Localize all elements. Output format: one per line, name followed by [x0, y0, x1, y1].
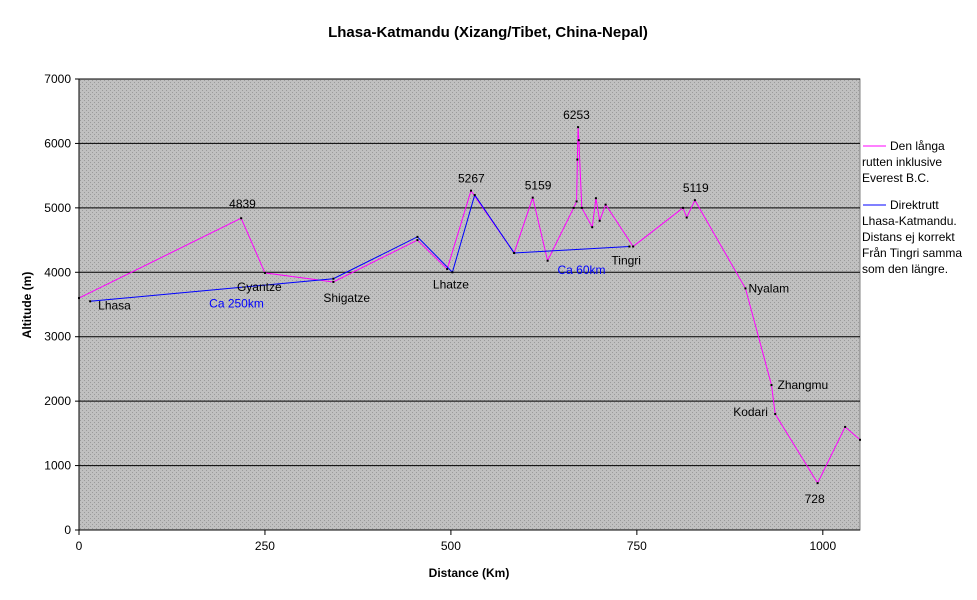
y-tick-label: 6000 — [44, 136, 71, 150]
plot-area — [78, 78, 861, 531]
annotation-label: Zhangmu — [777, 378, 828, 392]
data-point — [744, 287, 747, 290]
data-point — [469, 189, 472, 192]
annotation-label: Ca 250km — [209, 297, 264, 311]
data-point — [577, 126, 580, 129]
data-point — [263, 271, 266, 274]
annotation-label: 6253 — [563, 108, 590, 122]
y-tick-label: 4000 — [44, 265, 71, 279]
gridlines — [79, 78, 860, 467]
legend-label-long-route: Den långa rutten inklusive Everest B.C. — [862, 139, 945, 185]
data-point — [446, 268, 449, 271]
data-point — [577, 139, 580, 142]
data-point — [594, 197, 597, 200]
data-point — [451, 271, 454, 274]
annotation-label: Lhasa — [98, 298, 131, 312]
data-point — [628, 245, 631, 248]
legend: Den långa rutten inklusive Everest B.C. Di… — [862, 139, 962, 276]
data-point — [240, 217, 243, 220]
data-point — [473, 193, 476, 196]
data-point — [580, 206, 583, 209]
annotations: Lhasa 4839 Gyantze Shigatze Lhatze 5267 5159 62… — [98, 108, 828, 506]
data-point — [531, 196, 534, 199]
legend-item-long-route: Den långa rutten inklusive Everest B.C. — [862, 139, 945, 185]
series-lines — [78, 126, 861, 485]
annotation-label: Nyalam — [748, 281, 789, 295]
data-point — [770, 384, 773, 387]
data-point — [816, 482, 819, 485]
y-tick-label: 5000 — [44, 201, 71, 215]
data-point — [693, 199, 696, 202]
annotation-label: Lhatze — [433, 277, 469, 291]
legend-item-direct-route: Direktrutt Lhasa-Katmandu. Distans ej korr… — [862, 198, 962, 276]
x-tick-label: 750 — [627, 539, 647, 553]
data-point — [859, 438, 861, 441]
data-point — [774, 413, 777, 416]
x-tick-label: 500 — [441, 539, 461, 553]
annotation-label: Gyantze — [237, 280, 282, 294]
data-point — [632, 245, 635, 248]
y-axis: 0 1000 2000 3000 4000 5000 6000 7000 — [44, 72, 80, 537]
annotation-label: Kodari — [733, 405, 768, 419]
y-tick-label: 7000 — [44, 72, 71, 86]
data-point — [572, 206, 575, 209]
annotation-label: 728 — [805, 492, 825, 506]
annotation-label: 4839 — [229, 197, 256, 211]
annotation-label: 5119 — [683, 181, 709, 195]
data-point — [416, 235, 419, 238]
legend-label-direct-route: Direktrutt Lhasa-Katmandu. Distans ej korr… — [862, 198, 962, 276]
data-point — [513, 251, 516, 254]
chart-title: Lhasa-Katmandu (Xizang/Tibet, China-Nepa… — [328, 24, 648, 41]
data-point — [575, 200, 578, 203]
data-point — [681, 206, 684, 209]
annotation-label: Shigatze — [323, 291, 370, 305]
data-point — [576, 158, 579, 161]
data-point — [546, 259, 549, 262]
data-point — [604, 203, 607, 206]
data-point — [598, 219, 601, 222]
data-point — [89, 300, 92, 303]
data-point — [416, 239, 419, 242]
x-axis: 0 250 500 750 1000 — [76, 529, 860, 553]
y-tick-label: 1000 — [44, 459, 71, 473]
data-point — [685, 216, 688, 219]
y-tick-label: 0 — [64, 523, 71, 537]
y-axis-title: Altitude (m) — [20, 272, 34, 339]
y-tick-label: 3000 — [44, 330, 71, 344]
series-line-0 — [78, 127, 861, 485]
annotation-label: Tingri — [611, 254, 641, 268]
annotation-label: Ca 60km — [557, 263, 605, 277]
data-point — [591, 226, 594, 229]
data-point — [332, 277, 335, 280]
x-tick-label: 250 — [255, 539, 275, 553]
x-tick-label: 0 — [76, 539, 83, 553]
x-axis-title: Distance (Km) — [429, 566, 510, 580]
data-point — [844, 425, 847, 428]
annotation-label: 5267 — [458, 172, 485, 186]
annotation-label: 5159 — [525, 179, 552, 193]
x-tick-label: 1000 — [809, 539, 836, 553]
y-tick-label: 2000 — [44, 394, 71, 408]
data-point — [78, 297, 80, 300]
data-point — [332, 280, 335, 283]
